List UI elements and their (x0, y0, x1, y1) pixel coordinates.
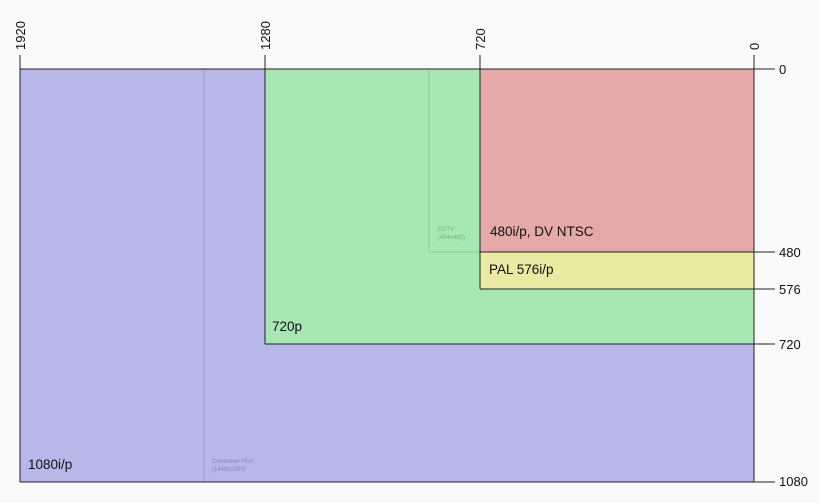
right-label-720: 720 (779, 337, 801, 352)
region-480 (480, 69, 754, 252)
top-label-1920: 1920 (13, 21, 28, 50)
top-label-0: 0 (747, 43, 762, 50)
right-label-480: 480 (779, 245, 801, 260)
right-label-576: 576 (779, 282, 801, 297)
right-label-0: 0 (779, 62, 786, 77)
region-576 (480, 252, 754, 289)
top-label-720: 720 (473, 28, 488, 50)
label-480: 480i/p, DV NTSC (490, 224, 594, 239)
right-label-1080: 1080 (779, 474, 808, 489)
top-label-1280: 1280 (258, 21, 273, 50)
label-1080: 1080i/p (28, 457, 72, 472)
hdv-label-line2: (1440x1080) (212, 467, 246, 473)
edtv-label-line2: (854x480) (438, 235, 465, 241)
hdv-label-line1: Consumer HDV (212, 459, 254, 465)
edtv-label-line1: EDTV (438, 227, 454, 233)
label-576: PAL 576i/p (489, 262, 554, 277)
label-720: 720p (272, 319, 302, 334)
